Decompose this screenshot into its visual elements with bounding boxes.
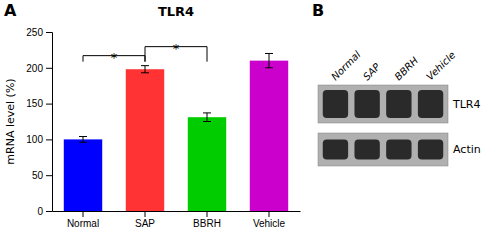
y-tick-mark [46, 68, 52, 69]
band [418, 140, 443, 160]
bar [64, 139, 102, 211]
error-bar-cap [79, 142, 87, 143]
x-tick-mark [207, 211, 208, 217]
x-tick-label: SAP [135, 218, 155, 229]
y-tick-label: 0 [37, 206, 43, 217]
error-bar-cap [265, 67, 273, 68]
band [418, 90, 443, 118]
bar [250, 61, 288, 211]
x-tick: Normal [67, 211, 99, 229]
band [386, 140, 411, 160]
row-label: Actin [453, 143, 481, 156]
error-bar-cap [265, 53, 273, 54]
y-tick-mark [46, 104, 52, 105]
blot-panel: B TLR4 Actin NormalSAP BBRHVehicle [312, 1, 481, 166]
annotation: * [111, 50, 118, 65]
panel-label: A [4, 1, 17, 20]
y-tick-mark [46, 139, 52, 140]
y-tick-mark [46, 32, 52, 33]
chart: ATLR4050100150200250NormalSAPBBRHVehicle… [0, 0, 500, 233]
error-bar-stem [269, 53, 270, 67]
band [354, 90, 379, 118]
title: TLR4 [158, 4, 194, 19]
x-axis-line [53, 211, 301, 212]
error-bar-cap [203, 121, 211, 122]
error-bar-cap [141, 65, 149, 66]
x-tick-mark [83, 211, 84, 217]
y-tick-mark [46, 211, 52, 212]
error-bar [203, 113, 211, 122]
gel [318, 85, 448, 123]
x-tick-mark [145, 211, 146, 217]
band [354, 140, 379, 160]
y-tick-label: 100 [26, 134, 43, 145]
x-tick-label: BBRH [193, 218, 221, 229]
y-axis: 0 50 100 150 200 250 [26, 27, 52, 217]
error-bar-cap [141, 72, 149, 73]
annotations: ** [83, 41, 207, 65]
x-tick-mark [269, 211, 270, 217]
bar [188, 117, 226, 211]
band [323, 90, 348, 118]
y-tick: 100 [26, 134, 52, 145]
band [323, 140, 348, 160]
bar-panel: A TLR4 0 50 100 150 200 250 Normal SAP BBRH Vehicle… [4, 1, 301, 229]
marks [64, 53, 288, 211]
error-bar-stem [207, 113, 208, 122]
y-tick-label: 150 [26, 98, 43, 109]
y-tick-label: 200 [26, 63, 43, 74]
y-tick: 150 [26, 98, 52, 109]
y-tick: 0 [37, 206, 52, 217]
y-tick: 200 [26, 63, 52, 74]
x-tick: SAP [135, 211, 155, 229]
y-tick-label: 250 [26, 27, 43, 38]
error-bar-cap [79, 136, 87, 137]
band [386, 90, 411, 118]
y-tick: 50 [32, 170, 52, 181]
bar [126, 69, 164, 211]
x-tick: Vehicle [253, 211, 286, 229]
y-tick-label: 50 [32, 170, 44, 181]
y-axis-label: mRNA level (%) [4, 78, 17, 164]
panel-label: B [312, 1, 324, 20]
y-tick: 250 [26, 27, 52, 38]
error-bar [265, 53, 273, 67]
x-tick: BBRH [193, 211, 221, 229]
error-bar-stem [145, 66, 146, 73]
x-tick-label: Vehicle [253, 218, 286, 229]
error-bar [141, 66, 149, 73]
error-bar-cap [203, 112, 211, 113]
lane-label: BBRH [392, 54, 420, 82]
lane-label: Vehicle [424, 49, 457, 82]
y-tick-mark [46, 175, 52, 176]
x-tick-label: Normal [67, 218, 99, 229]
y-axis-line [46, 33, 53, 212]
error-bar-stem [83, 137, 84, 143]
annotation: * [173, 41, 180, 56]
row-label: TLR4 [452, 98, 481, 111]
x-axis: Normal SAP BBRH Vehicle [53, 211, 301, 229]
gel [318, 133, 448, 166]
lane-label: SAP [361, 60, 383, 82]
lane-label: Normal [329, 49, 363, 83]
error-bar [79, 137, 87, 143]
